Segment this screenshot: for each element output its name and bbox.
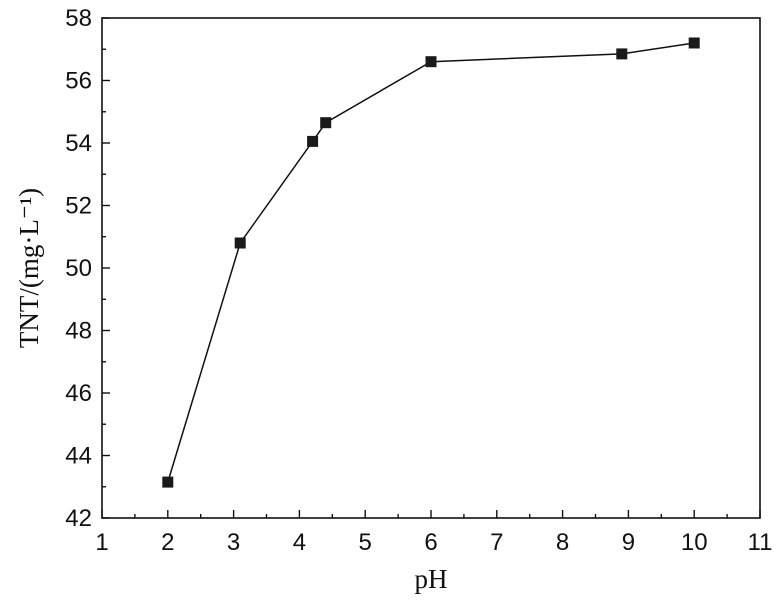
y-tick-label: 56 <box>65 68 92 95</box>
y-tick-label: 42 <box>65 505 92 532</box>
data-point <box>425 56 437 68</box>
x-tick-label: 3 <box>227 529 240 556</box>
x-tick-label: 10 <box>681 529 708 556</box>
y-axis-ticks: 42 44 46 48 50 52 54 56 58 <box>65 5 110 532</box>
plot-border <box>101 17 761 519</box>
data-point <box>307 135 319 147</box>
x-tick-label: 6 <box>424 529 437 556</box>
data-point <box>616 48 628 60</box>
x-axis-ticks: 1 2 3 4 5 6 7 8 9 10 11 <box>95 510 772 556</box>
x-tick-label: 1 <box>95 529 108 556</box>
x-tick-label: 11 <box>748 529 773 556</box>
y-tick-label: 54 <box>65 130 92 157</box>
series-line <box>167 42 695 483</box>
series-group <box>162 37 700 488</box>
y-axis-title: TNT/(mg·L⁻¹) <box>14 188 44 348</box>
y-tick-label: 52 <box>65 193 92 220</box>
data-point <box>234 237 246 249</box>
y-tick-label: 44 <box>65 443 92 470</box>
x-tick-label: 5 <box>359 529 372 556</box>
x-tick-label: 9 <box>622 529 635 556</box>
y-tick-label: 46 <box>65 380 92 407</box>
plot-frame <box>101 17 761 519</box>
x-axis-title: pH <box>415 564 448 594</box>
y-tick-label: 48 <box>65 318 92 345</box>
x-tick-label: 8 <box>556 529 569 556</box>
x-tick-label: 7 <box>490 529 503 556</box>
data-point <box>688 37 700 49</box>
y-tick-label: 58 <box>65 5 92 32</box>
x-tick-label: 4 <box>293 529 306 556</box>
y-tick-label: 50 <box>65 255 92 282</box>
x-tick-label: 2 <box>161 529 174 556</box>
data-point <box>162 476 174 488</box>
data-point <box>320 117 332 129</box>
